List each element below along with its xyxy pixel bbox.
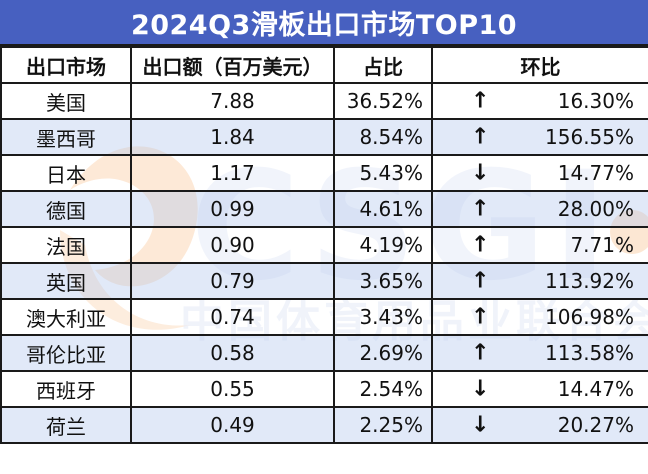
cell-value: 0.49 [130,406,335,444]
cell-change: ↓ 20.27% [431,406,648,444]
arrow-down-icon: ↓ [471,160,490,186]
header-row: 出口市场 出口额（百万美元） 占比 环比 [0,46,648,84]
arrow-up-icon: ↑ [471,304,490,330]
change-value: 7.71% [570,233,634,257]
cell-market: 荷兰 [0,406,132,444]
cell-market: 墨西哥 [0,118,132,156]
table-row: 西班牙 0.55 2.54% ↓ 14.47% [0,370,648,408]
table-row: 英国 0.79 3.65% ↑ 113.92% [0,262,648,300]
cell-market: 西班牙 [0,370,132,408]
change-value: 113.58% [545,341,634,365]
change-value: 28.00% [557,197,634,221]
change-value: 106.98% [545,305,634,329]
header-share: 占比 [333,46,433,84]
cell-value: 0.99 [130,190,335,228]
cell-change: ↑ 113.92% [431,262,648,300]
cell-share: 2.69% [333,334,433,372]
cell-value: 7.88 [130,82,335,120]
cell-share: 2.25% [333,406,433,444]
table-row: 澳大利亚 0.74 3.43% ↑ 106.98% [0,298,648,336]
arrow-up-icon: ↑ [471,268,490,294]
cell-change: ↑ 28.00% [431,190,648,228]
cell-market: 英国 [0,262,132,300]
cell-market: 日本 [0,154,132,192]
cell-change: ↑ 113.58% [431,334,648,372]
cell-market: 澳大利亚 [0,298,132,336]
arrow-down-icon: ↓ [471,412,490,438]
cell-change: ↑ 156.55% [431,118,648,156]
header-change: 环比 [431,46,648,84]
cell-share: 2.54% [333,370,433,408]
table-row: 墨西哥 1.84 8.54% ↑ 156.55% [0,118,648,156]
cell-value: 0.58 [130,334,335,372]
table-row: 荷兰 0.49 2.25% ↓ 20.27% [0,406,648,444]
cell-share: 8.54% [333,118,433,156]
cell-value: 0.55 [130,370,335,408]
cell-value: 1.84 [130,118,335,156]
arrow-down-icon: ↓ [471,376,490,402]
table-row: 德国 0.99 4.61% ↑ 28.00% [0,190,648,228]
cell-market: 美国 [0,82,132,120]
arrow-up-icon: ↑ [471,340,490,366]
cell-value: 0.74 [130,298,335,336]
cell-change: ↑ 7.71% [431,226,648,264]
arrow-up-icon: ↑ [471,124,490,150]
cell-share: 3.65% [333,262,433,300]
cell-change: ↓ 14.47% [431,370,648,408]
table-title: 2024Q3滑板出口市场TOP10 [0,0,648,46]
data-table: 出口市场 出口额（百万美元） 占比 环比 美国 7.88 36.52% ↑ 16.30%… [0,46,648,444]
arrow-up-icon: ↑ [471,232,490,258]
header-value: 出口额（百万美元） [130,46,335,84]
cell-value: 0.90 [130,226,335,264]
table-row: 美国 7.88 36.52% ↑ 16.30% [0,82,648,120]
cell-share: 4.19% [333,226,433,264]
arrow-up-icon: ↑ [471,88,490,114]
cell-value: 1.17 [130,154,335,192]
change-value: 20.27% [557,413,634,437]
cell-market: 哥伦比亚 [0,334,132,372]
cell-share: 4.61% [333,190,433,228]
table-row: 法国 0.90 4.19% ↑ 7.71% [0,226,648,264]
cell-share: 3.43% [333,298,433,336]
cell-share: 5.43% [333,154,433,192]
change-value: 113.92% [545,269,634,293]
cell-change: ↓ 14.77% [431,154,648,192]
cell-market: 法国 [0,226,132,264]
cell-change: ↑ 16.30% [431,82,648,120]
header-market: 出口市场 [0,46,132,84]
table-row: 哥伦比亚 0.58 2.69% ↑ 113.58% [0,334,648,372]
change-value: 14.47% [557,377,634,401]
change-value: 14.77% [557,161,634,185]
cell-value: 0.79 [130,262,335,300]
arrow-up-icon: ↑ [471,196,490,222]
table-row: 日本 1.17 5.43% ↓ 14.77% [0,154,648,192]
change-value: 156.55% [545,125,634,149]
cell-market: 德国 [0,190,132,228]
change-value: 16.30% [557,89,634,113]
cell-share: 36.52% [333,82,433,120]
cell-change: ↑ 106.98% [431,298,648,336]
